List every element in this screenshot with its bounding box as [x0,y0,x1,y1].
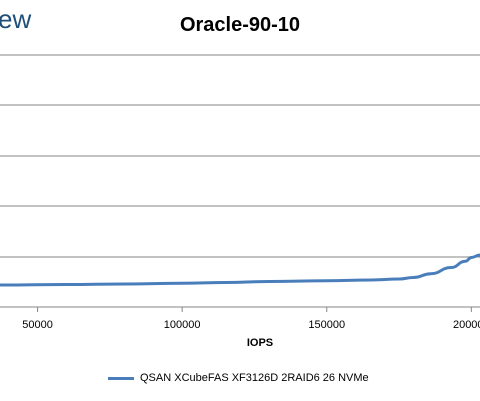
legend: QSAN XCubeFAS XF3126D 2RAID6 26 NVMe [108,372,369,384]
brand-logo-text: ew [0,4,32,34]
legend-swatch [108,376,134,380]
chart-title: Oracle-90-10 [179,14,301,36]
legend-series-label: QSAN XCubeFAS XF3126D 2RAID6 26 NVMe [140,372,369,384]
series-line [0,253,480,287]
x-tick-label: 200000 [453,319,480,331]
x-tick-label: 50000 [22,319,53,331]
x-tick-label: 150000 [308,319,345,331]
x-axis-label: IOPS [246,337,274,349]
x-tick-label: 100000 [164,319,201,331]
